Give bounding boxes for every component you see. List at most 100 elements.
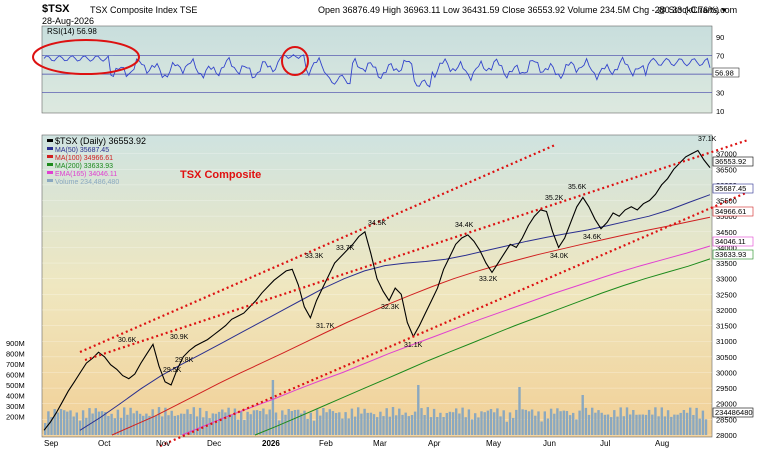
- legend-swatch: [47, 171, 53, 174]
- volume-bar: [322, 408, 325, 435]
- volume-bar: [565, 411, 569, 435]
- volume-bar: [50, 417, 53, 435]
- last-value-box: [712, 156, 754, 167]
- volume-tick: 900M: [6, 339, 25, 348]
- volume-bar: [663, 416, 667, 435]
- volume-bar: [135, 410, 139, 435]
- volume-bar: [496, 408, 499, 435]
- rsi-highlight-circle-left: [32, 39, 140, 75]
- volume-bar: [53, 409, 56, 435]
- volume-bar: [78, 420, 82, 435]
- volume-bar: [575, 419, 578, 435]
- legend-swatch: [47, 163, 53, 166]
- volume-bar: [654, 407, 657, 435]
- price-annotation: 33.2K: [479, 276, 498, 283]
- volume-bar: [91, 413, 94, 435]
- last-value-label: 33633.93: [715, 250, 746, 259]
- volume-bar: [388, 416, 391, 435]
- x-label-Feb: Feb: [319, 439, 333, 448]
- volume-bar: [413, 411, 417, 435]
- volume-bar: [148, 415, 151, 435]
- volume-bar: [315, 409, 319, 435]
- volume-bar: [391, 407, 395, 435]
- volume-bar: [252, 410, 256, 435]
- x-label-Apr: Apr: [428, 439, 441, 448]
- volume-bar: [217, 411, 221, 435]
- volume-bar: [47, 411, 50, 435]
- volume-bar: [319, 415, 322, 435]
- rsi-last-value: 56.98: [715, 69, 734, 78]
- volume-bar: [110, 413, 113, 435]
- price-annotation: 33.3K: [305, 253, 324, 260]
- volume-bar: [262, 408, 265, 435]
- volume-bar: [660, 407, 663, 435]
- volume-bar: [458, 413, 461, 435]
- volume-bar: [562, 410, 565, 435]
- price-annotation: 31.7K: [316, 323, 335, 330]
- volume-bar: [100, 411, 104, 435]
- volume-bar: [287, 409, 290, 435]
- price-annotation: 29.5K: [163, 367, 182, 374]
- volume-bar: [578, 410, 581, 435]
- volume-bar: [357, 407, 360, 435]
- volume-bar: [556, 408, 559, 435]
- volume-bar: [281, 410, 284, 435]
- volume-bar: [366, 412, 369, 435]
- price-tick-30000: 30000: [716, 369, 737, 378]
- volume-bar: [581, 395, 584, 435]
- rsi-line: [43, 54, 711, 88]
- volume-bar: [429, 417, 433, 435]
- price-annotation: 37.1K: [698, 136, 717, 143]
- volume-bar: [606, 414, 610, 435]
- price-annotation: 30.6K: [118, 337, 137, 344]
- volume-bar: [420, 408, 423, 435]
- volume-bar: [189, 414, 192, 435]
- volume-bar: [186, 409, 189, 435]
- volume-bar: [170, 410, 173, 435]
- volume-bar: [695, 407, 698, 435]
- legend-swatch: [47, 155, 53, 158]
- last-value-box: [712, 249, 754, 260]
- last-value-box: [712, 206, 754, 217]
- volume-bar: [543, 411, 546, 435]
- volume-bar: [455, 408, 458, 435]
- volume-bar: [278, 420, 281, 435]
- volume-bar: [382, 416, 385, 435]
- volume-bar: [183, 413, 186, 435]
- price-annotation: 35.2K: [545, 195, 564, 202]
- volume-bar: [657, 416, 660, 435]
- volume-bar: [195, 416, 199, 435]
- rsi-tick-10: 10: [716, 107, 724, 116]
- volume-bar: [448, 411, 452, 435]
- volume-bar: [81, 410, 85, 435]
- volume-bar: [480, 411, 483, 435]
- volume-bar: [164, 407, 167, 435]
- volume-bar: [94, 408, 97, 435]
- volume-bar: [274, 412, 278, 435]
- price-panel: [41, 134, 713, 438]
- price-annotation: 30.9K: [170, 334, 189, 341]
- volume-bar: [176, 415, 180, 435]
- price-tick-34500: 34500: [716, 228, 737, 237]
- volume-bar: [568, 415, 572, 435]
- volume-tick: 700M: [6, 360, 25, 369]
- volume-bar: [107, 416, 110, 435]
- price-tick-32500: 32500: [716, 290, 737, 299]
- price-annotation: 29.8K: [175, 357, 194, 364]
- volume-bar: [527, 411, 531, 435]
- channel-upper-left-line: [79, 143, 556, 354]
- price-tick-33000: 33000: [716, 275, 737, 284]
- volume-bar: [344, 412, 347, 435]
- price-annotation: 34.0K: [550, 253, 569, 260]
- volume-bar: [483, 412, 486, 435]
- volume-tick: 400M: [6, 392, 25, 401]
- last-value-label: 35687.45: [715, 184, 746, 193]
- volume-bar: [701, 410, 705, 435]
- volume-bar: [461, 407, 464, 435]
- volume-bar: [303, 410, 306, 435]
- x-label-Jul: Jul: [600, 439, 610, 448]
- volume-bar: [534, 415, 537, 435]
- volume-bar: [512, 417, 515, 435]
- volume-bar: [240, 411, 243, 435]
- volume-bar: [372, 414, 376, 435]
